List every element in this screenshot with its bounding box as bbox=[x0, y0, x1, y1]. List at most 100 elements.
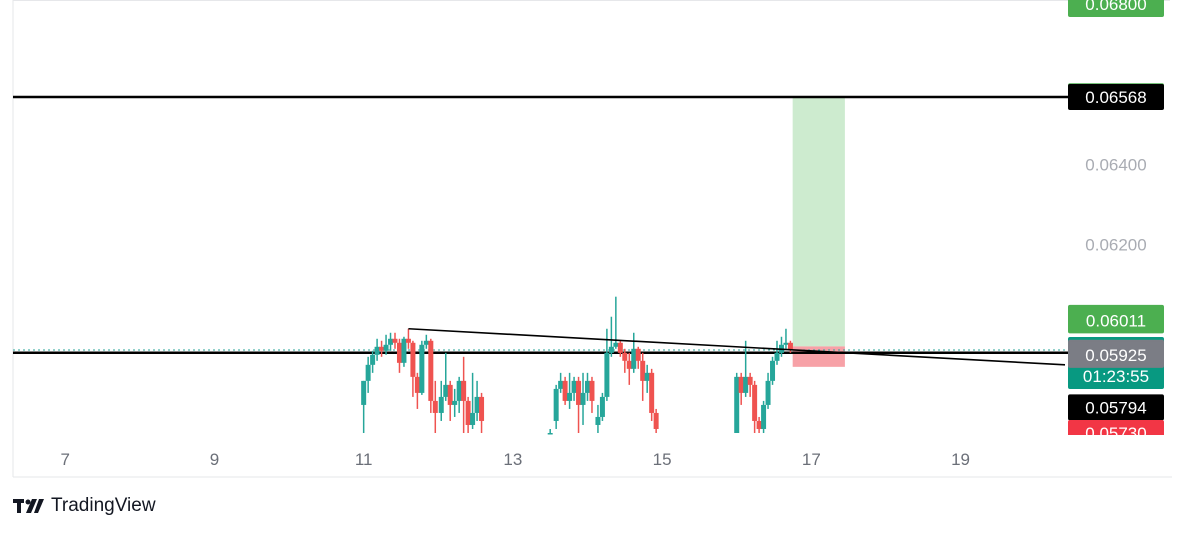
candle bbox=[405, 328, 411, 349]
candle bbox=[456, 376, 462, 413]
candle-body bbox=[470, 412, 476, 425]
candle bbox=[756, 416, 762, 433]
candle bbox=[576, 376, 582, 433]
candle-body bbox=[567, 392, 573, 401]
candle-body bbox=[584, 380, 590, 393]
candle bbox=[589, 376, 595, 413]
candle bbox=[622, 348, 628, 373]
candle bbox=[617, 340, 623, 357]
x-tick-label: 7 bbox=[60, 450, 69, 469]
candle-body bbox=[361, 380, 367, 405]
candle-body bbox=[595, 416, 601, 425]
candle bbox=[419, 340, 425, 395]
price-tag-label: 0.06011 bbox=[1086, 311, 1146, 330]
candle bbox=[432, 380, 438, 433]
candle bbox=[608, 316, 614, 357]
candle-body bbox=[617, 342, 623, 353]
candle bbox=[649, 368, 655, 421]
candle bbox=[626, 352, 632, 385]
price-tag-label: 0.05794 bbox=[1085, 398, 1146, 417]
candle bbox=[604, 328, 610, 401]
candle-body bbox=[644, 372, 650, 381]
candle bbox=[461, 356, 467, 433]
candle-body bbox=[438, 396, 444, 413]
price-axis: 0.06400 0.062000.068000.065700.065680.060… bbox=[1068, 0, 1164, 443]
candle-body bbox=[388, 338, 394, 345]
candle bbox=[547, 428, 553, 435]
candle bbox=[479, 392, 485, 433]
candle-body bbox=[365, 364, 371, 381]
price-tag-label: 0.05730 bbox=[1085, 424, 1146, 443]
candle bbox=[470, 372, 476, 429]
candle-body bbox=[774, 352, 780, 361]
x-tick-label: 15 bbox=[653, 450, 672, 469]
candle-body bbox=[432, 400, 438, 413]
candle bbox=[571, 376, 577, 401]
candle-body bbox=[783, 342, 789, 345]
candle bbox=[640, 352, 646, 401]
candle bbox=[423, 334, 429, 349]
candle-body bbox=[419, 344, 425, 393]
candle-body bbox=[622, 352, 628, 361]
candle bbox=[452, 388, 458, 417]
candle bbox=[580, 372, 586, 425]
brand-name: TradingView bbox=[51, 495, 156, 516]
candle bbox=[474, 380, 480, 421]
candle bbox=[765, 372, 771, 409]
candle-body bbox=[379, 346, 385, 351]
candle-body bbox=[635, 348, 641, 361]
candle bbox=[361, 380, 367, 433]
price-tag-label: 0.06568 bbox=[1085, 88, 1146, 107]
candle-body bbox=[765, 380, 771, 405]
candle bbox=[734, 372, 740, 433]
candle bbox=[783, 328, 789, 349]
price-tag: 0.05794 bbox=[1068, 394, 1164, 421]
candle-body bbox=[604, 352, 610, 397]
candle-body bbox=[562, 380, 568, 401]
candle-body bbox=[756, 420, 762, 429]
x-tick-label: 11 bbox=[355, 450, 373, 469]
trendline-group bbox=[408, 327, 1066, 366]
candle-body bbox=[456, 380, 462, 401]
candles bbox=[361, 296, 793, 435]
candle bbox=[599, 392, 605, 421]
candle bbox=[383, 334, 389, 355]
price-tag-label: 0.05925 bbox=[1085, 346, 1146, 365]
candle bbox=[635, 346, 641, 369]
candle bbox=[558, 372, 564, 393]
x-axis: 7 9 11 13 15 17 19 bbox=[60, 450, 970, 469]
position-zones bbox=[792, 97, 845, 367]
candle-body bbox=[743, 376, 749, 393]
candle-body bbox=[626, 360, 632, 369]
candle bbox=[787, 340, 793, 353]
candle bbox=[743, 340, 749, 397]
price-tag-box bbox=[1068, 307, 1164, 334]
candle-body bbox=[414, 376, 420, 393]
price-label: 0.06200 bbox=[1085, 236, 1146, 255]
candle bbox=[392, 332, 398, 349]
candle-body bbox=[383, 344, 389, 351]
candle-body bbox=[447, 384, 453, 405]
candle bbox=[379, 340, 385, 357]
candle bbox=[410, 340, 416, 397]
candle bbox=[774, 340, 780, 365]
candle bbox=[374, 338, 380, 361]
tradingview-logo-icon bbox=[13, 499, 44, 513]
candle-body bbox=[401, 338, 407, 363]
candle bbox=[428, 338, 434, 413]
candle bbox=[370, 350, 376, 373]
candle bbox=[584, 372, 590, 401]
candle-body bbox=[747, 376, 753, 385]
candle-body bbox=[392, 338, 398, 343]
candle bbox=[747, 372, 753, 397]
price-tag: 0.06568 bbox=[1068, 84, 1164, 111]
candle bbox=[365, 356, 371, 393]
candle bbox=[761, 400, 767, 433]
candle-body bbox=[405, 338, 411, 343]
candle-body bbox=[423, 340, 429, 345]
candle bbox=[595, 404, 601, 433]
candle-body bbox=[479, 396, 485, 421]
candle bbox=[443, 352, 449, 401]
candle-body bbox=[576, 380, 582, 405]
